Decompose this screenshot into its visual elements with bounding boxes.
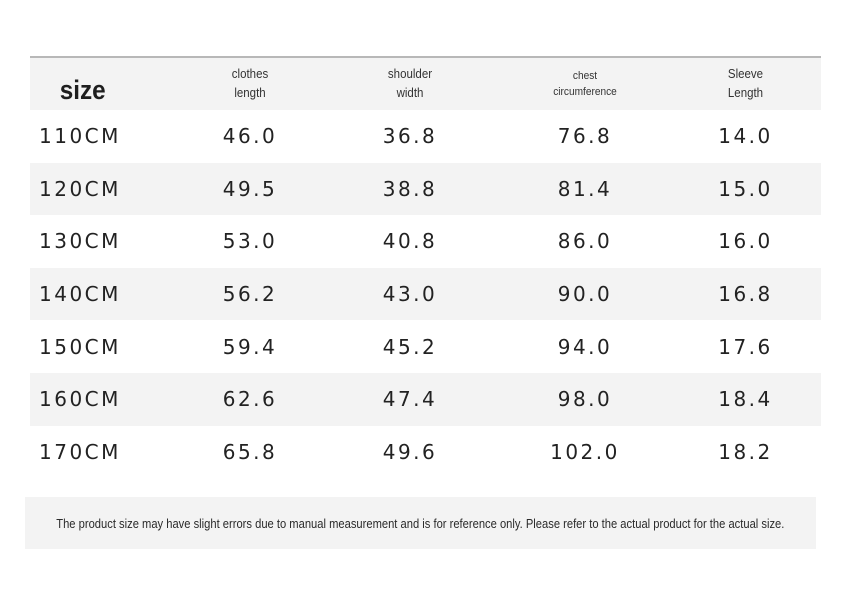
header-chest-circumference-label: chest circumference (553, 70, 617, 98)
size-chart-table: size clothes length shoulder width chest… (30, 58, 821, 478)
table-row: 120CM 49.5 38.8 81.4 15.0 (30, 162, 821, 216)
row-size-cell: 130CM (39, 229, 121, 254)
row-chest-cell: 98.0 (557, 387, 613, 412)
table-row: 150CM 59.4 45.2 94.0 17.6 (30, 320, 821, 373)
table-header-row: size clothes length shoulder width chest… (30, 58, 821, 110)
row-size-cell: 120CM (39, 176, 121, 201)
row-sleeve-cell: 18.2 (718, 439, 773, 464)
header-clothes-length-label: clothes length (231, 67, 269, 100)
row-clothes-length-cell: 62.6 (222, 387, 278, 412)
row-sleeve-cell: 16.8 (718, 282, 773, 307)
row-chest-cell: 76.8 (557, 124, 613, 149)
row-shoulder-width-cell: 45.2 (382, 334, 438, 359)
table-row: 130CM 53.0 40.8 86.0 16.0 (30, 215, 821, 268)
row-sleeve-cell: 14.0 (718, 124, 773, 149)
table-row: 170CM 65.8 49.6 102.0 18.2 (30, 426, 821, 479)
row-chest-cell: 94.0 (557, 334, 613, 359)
row-size-cell: 150CM (39, 334, 121, 359)
row-size-cell: 140CM (39, 282, 121, 307)
table-row: 110CM 46.0 36.8 76.8 14.0 (30, 110, 821, 163)
row-clothes-length-cell: 53.0 (222, 229, 278, 254)
header-chest-circumference-cell: chest circumference (500, 68, 670, 100)
row-shoulder-width-cell: 49.6 (382, 439, 438, 464)
table-top-rule (30, 56, 821, 58)
header-shoulder-width-cell: shoulder width (320, 65, 500, 103)
row-sleeve-cell: 15.0 (718, 176, 773, 201)
row-shoulder-width-cell: 43.0 (382, 282, 438, 307)
row-clothes-length-cell: 59.4 (222, 334, 278, 359)
row-size-cell: 160CM (39, 387, 121, 412)
row-clothes-length-cell: 56.2 (222, 282, 278, 307)
header-sleeve-length-label: Sleeve Length (727, 67, 764, 100)
header-clothes-length-cell: clothes length (180, 65, 320, 103)
row-shoulder-width-cell: 36.8 (382, 124, 438, 149)
row-clothes-length-cell: 49.5 (222, 176, 278, 201)
row-chest-cell: 90.0 (557, 282, 613, 307)
row-clothes-length-cell: 46.0 (222, 124, 278, 149)
row-shoulder-width-cell: 47.4 (382, 387, 438, 412)
disclaimer-box: The product size may have slight errors … (25, 497, 816, 549)
row-sleeve-cell: 17.6 (718, 334, 773, 359)
row-sleeve-cell: 18.4 (718, 387, 773, 412)
header-size-cell: size (30, 63, 180, 106)
row-shoulder-width-cell: 40.8 (382, 229, 438, 254)
header-sleeve-length-cell: Sleeve Length (670, 65, 821, 103)
table-row: 160CM 62.6 47.4 98.0 18.4 (30, 372, 821, 426)
row-size-cell: 110CM (39, 124, 121, 149)
row-size-cell: 170CM (39, 439, 121, 464)
header-size-label: size (59, 74, 106, 105)
row-chest-cell: 86.0 (557, 229, 613, 254)
row-chest-cell: 81.4 (557, 176, 613, 201)
row-chest-cell: 102.0 (550, 439, 620, 464)
row-shoulder-width-cell: 38.8 (382, 176, 438, 201)
table-row: 140CM 56.2 43.0 90.0 16.8 (30, 267, 821, 321)
disclaimer-text: The product size may have slight errors … (56, 515, 785, 531)
header-shoulder-width-label: shoulder width (387, 67, 433, 100)
row-clothes-length-cell: 65.8 (222, 439, 278, 464)
row-sleeve-cell: 16.0 (718, 229, 773, 254)
